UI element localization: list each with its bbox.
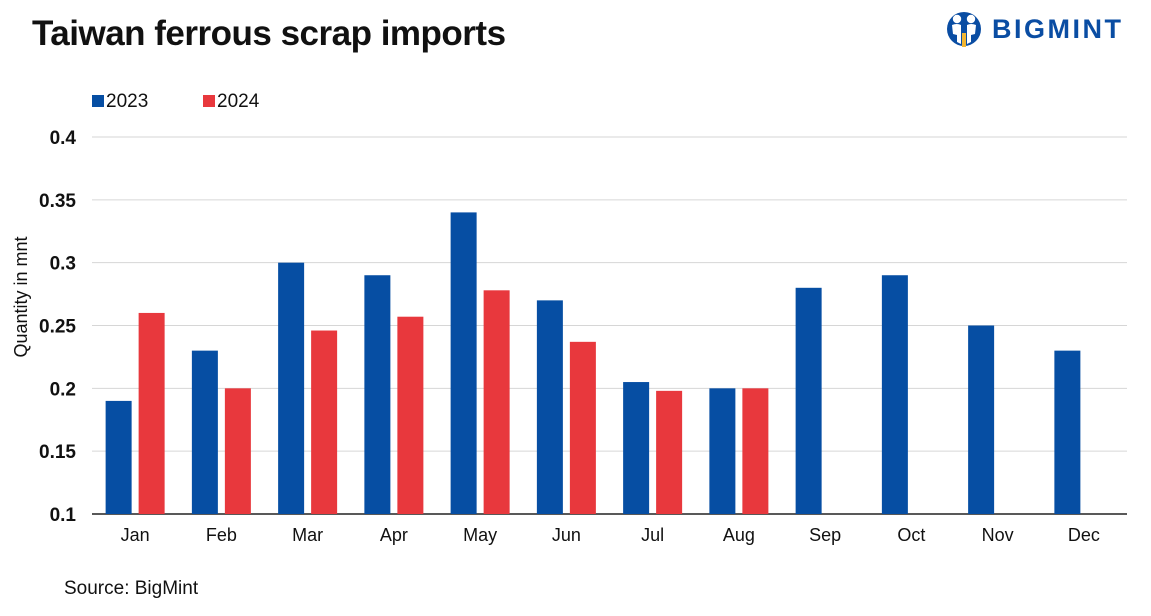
bar-2023-jul [623,382,650,514]
logo-icon [947,12,981,47]
bar-2023-dec [1054,350,1081,514]
bar-2023-may [450,212,477,514]
y-axis-tick-labels: 0.1 0.15 0.2 0.25 0.3 0.35 0.4 [39,128,76,526]
chart-title: Taiwan ferrous scrap imports [32,14,506,53]
x-axis-tick-labels: Jan Feb Mar Apr May Jun Jul Aug Sep Oct Nov Dec [121,525,1100,545]
bar-2024-may [483,290,510,514]
y-tick-label: 0.15 [39,442,76,463]
bar-2023-nov [968,325,995,514]
y-tick-label: 0.2 [50,379,76,400]
gridlines [92,136,1127,515]
bar-2023-feb [191,350,218,514]
bars [105,212,1081,514]
bar-2024-mar [311,330,338,514]
x-tick-label: Jun [552,525,581,545]
x-tick-label: Jan [121,525,150,545]
x-tick-label: Aug [723,525,755,545]
x-tick-label: Oct [897,525,925,545]
bar-2023-jun [536,300,563,514]
x-tick-label: Apr [380,525,408,545]
source-note: Source: BigMint [64,578,199,599]
bar-2024-jun [569,341,596,514]
x-tick-label: Mar [292,525,323,545]
bar-2024-apr [397,316,424,514]
y-axis-label: Quantity in mnt [11,236,31,357]
bar-2024-jul [656,390,683,514]
legend-label-2024: 2024 [217,91,260,112]
logo-wordmark: BIGMINT [992,13,1124,44]
x-tick-label: May [463,525,497,545]
bar-2024-feb [224,388,251,514]
y-tick-label: 0.35 [39,191,76,212]
y-tick-label: 0.25 [39,317,76,338]
y-tick-label: 0.3 [50,254,76,275]
bar-2023-sep [795,287,822,514]
x-tick-label: Nov [982,525,1014,545]
legend-swatch-2024 [203,95,215,107]
bar-2024-aug [742,388,769,514]
bar-2023-oct [881,275,908,514]
x-tick-label: Sep [809,525,841,545]
bar-2023-apr [364,275,391,514]
legend-swatch-2023 [92,95,104,107]
x-tick-label: Dec [1068,525,1100,545]
bigmint-logo: BIGMINT [946,4,1124,54]
bar-2023-mar [278,262,305,514]
legend: 2023 2024 [92,91,260,112]
x-tick-label: Feb [206,525,237,545]
bar-2023-aug [709,388,736,514]
bar-2024-jan [138,312,165,514]
x-tick-label: Jul [641,525,664,545]
y-tick-label: 0.1 [50,505,77,526]
legend-label-2023: 2023 [106,91,148,112]
y-tick-label: 0.4 [50,128,77,149]
bar-2023-jan [105,400,132,514]
